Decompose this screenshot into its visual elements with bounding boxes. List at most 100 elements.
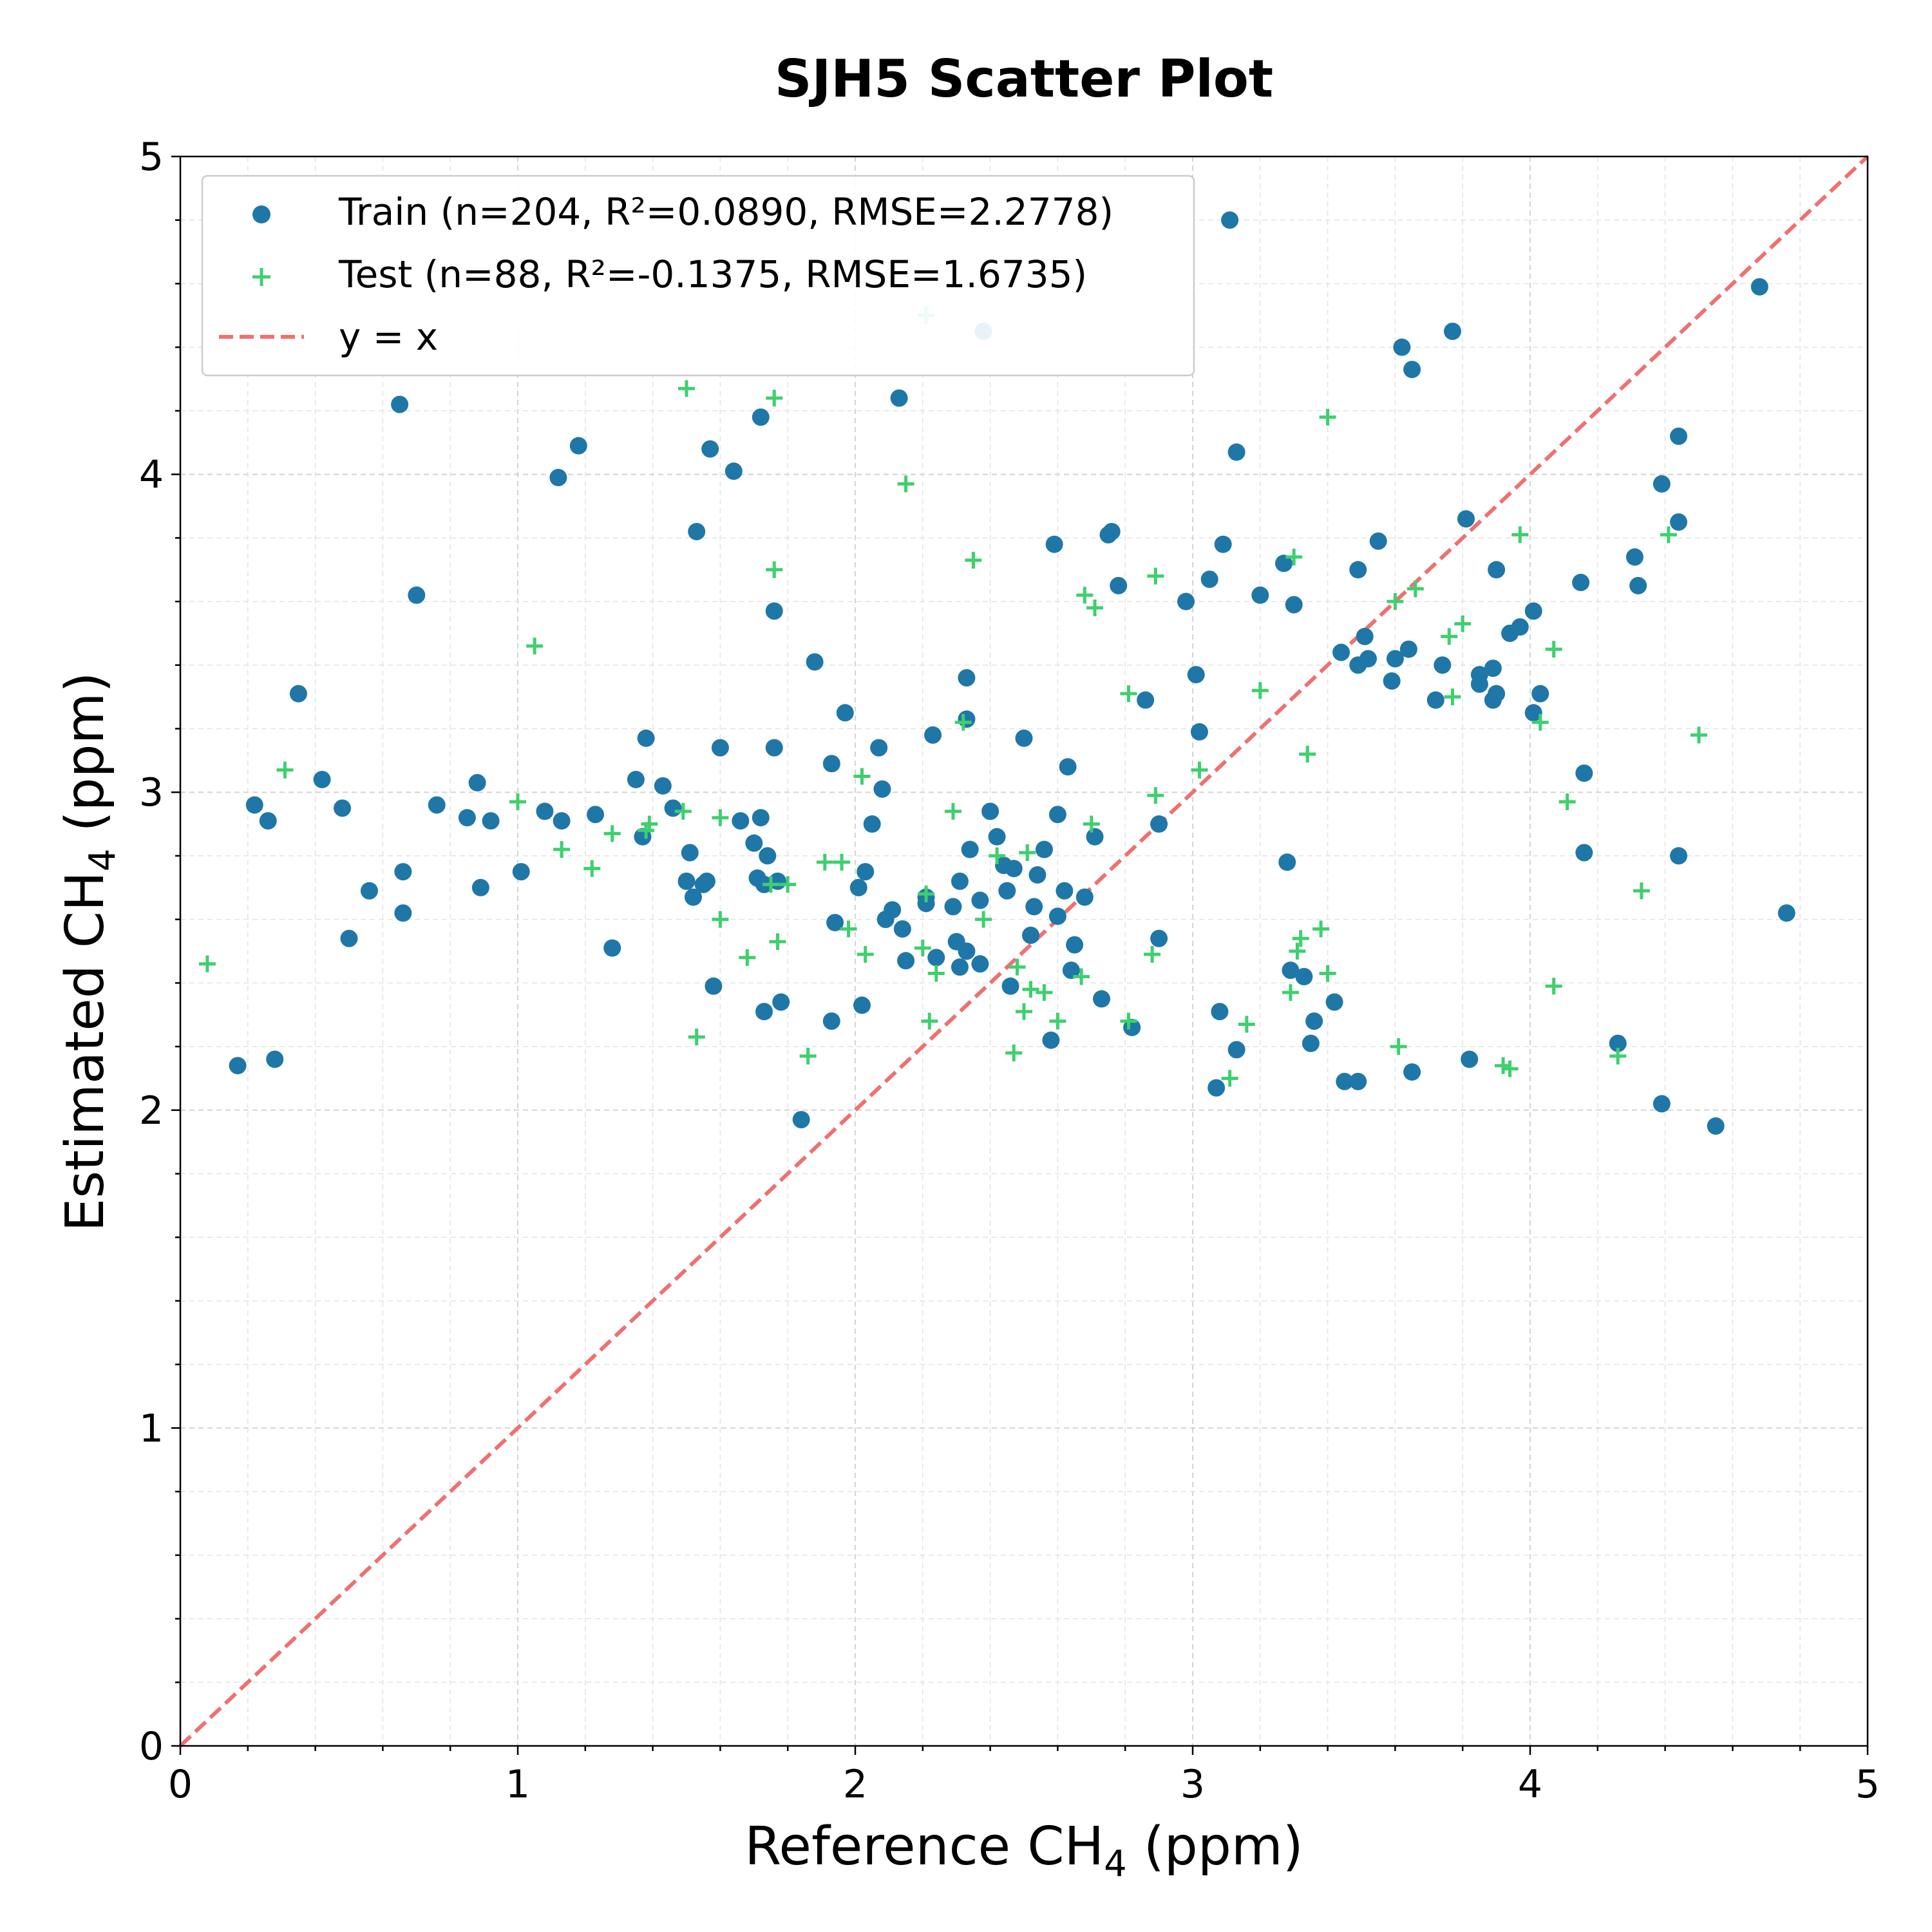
- test-point: [678, 380, 695, 397]
- test-point: [1531, 714, 1549, 731]
- test-point: [1545, 641, 1562, 658]
- test-point: [799, 1047, 817, 1065]
- test-point: [1289, 943, 1306, 960]
- train-point: [1035, 840, 1053, 858]
- train-point: [765, 602, 783, 620]
- train-point: [857, 863, 875, 881]
- test-point: [1285, 548, 1303, 565]
- train-point: [334, 799, 352, 817]
- train-point: [1302, 1034, 1320, 1052]
- train-point: [1001, 977, 1019, 995]
- test-point: [1191, 761, 1208, 779]
- train-point: [981, 802, 999, 820]
- train-point: [1325, 993, 1343, 1011]
- legend-test-label: Test (n=88, R²=-0.1375, RMSE=1.6735): [338, 252, 1087, 296]
- test-point: [1444, 688, 1461, 706]
- train-point: [1670, 847, 1688, 865]
- x-tick-label: 5: [1855, 1762, 1880, 1807]
- train-point: [289, 685, 307, 703]
- x-axis-label-main: Reference CH: [744, 1816, 1104, 1877]
- train-point: [890, 389, 908, 407]
- legend-identity-label: y = x: [339, 315, 438, 359]
- train-point: [1137, 691, 1155, 709]
- identity-line: [178, 155, 1870, 1748]
- train-point: [826, 914, 844, 932]
- y-tick-label: 5: [139, 135, 164, 180]
- train-point: [853, 996, 871, 1014]
- train-point: [971, 891, 989, 909]
- train-point: [1572, 573, 1590, 591]
- train-point: [927, 949, 945, 967]
- train-point: [732, 812, 750, 830]
- train-point: [752, 809, 770, 827]
- test-point: [603, 825, 621, 842]
- test-point: [553, 841, 571, 858]
- train-point: [958, 942, 976, 960]
- y-tick-label: 2: [139, 1088, 164, 1133]
- train-point: [394, 904, 412, 922]
- test-point: [1238, 1016, 1255, 1033]
- train-point: [1015, 729, 1033, 747]
- train-point: [1426, 691, 1444, 709]
- train-point: [1227, 443, 1245, 461]
- test-point: [1022, 981, 1039, 998]
- train-point: [917, 895, 935, 913]
- test-point: [921, 1012, 938, 1030]
- train-point: [1042, 1031, 1060, 1049]
- test-point: [1501, 1060, 1519, 1077]
- test-point: [853, 768, 871, 785]
- train-point: [836, 704, 854, 722]
- train-point: [1075, 888, 1094, 906]
- train-point: [458, 809, 476, 827]
- test-point: [762, 876, 779, 893]
- test-point: [1073, 968, 1090, 985]
- train-point: [1150, 815, 1168, 833]
- train-point: [1403, 361, 1421, 379]
- test-point: [1049, 1012, 1066, 1030]
- test-point: [954, 714, 972, 731]
- test-point: [914, 940, 931, 957]
- train-point: [1278, 853, 1296, 871]
- train-point: [1066, 936, 1084, 954]
- train-point: [1653, 1095, 1671, 1113]
- test-point: [779, 876, 797, 893]
- train-point: [961, 840, 979, 858]
- train-point: [1062, 961, 1080, 980]
- test-point: [198, 955, 216, 972]
- train-point: [637, 729, 655, 747]
- train-point: [1399, 640, 1417, 658]
- train-point: [697, 872, 715, 890]
- train-point: [1531, 685, 1549, 703]
- train-point: [752, 408, 770, 426]
- y-axis-label-main: Estimated CH: [55, 871, 116, 1231]
- train-point: [1403, 1063, 1421, 1081]
- train-point: [1190, 723, 1208, 741]
- train-point: [870, 739, 888, 757]
- train-point: [1021, 926, 1039, 944]
- test-point: [739, 949, 756, 966]
- train-point: [313, 770, 331, 788]
- test-point: [1319, 965, 1336, 982]
- train-point: [1670, 427, 1688, 445]
- train-point: [408, 586, 426, 604]
- test-point: [509, 793, 526, 811]
- test-point: [1690, 726, 1707, 744]
- test-point: [965, 551, 982, 569]
- test-point: [1086, 599, 1104, 616]
- test-point: [1083, 815, 1100, 833]
- test-point: [927, 965, 945, 982]
- identity-line-path: [178, 155, 1870, 1748]
- train-point: [1274, 554, 1293, 573]
- train-point: [1285, 596, 1303, 614]
- train-point: [958, 710, 976, 728]
- train-point: [1295, 967, 1313, 985]
- test-point: [1019, 844, 1036, 861]
- test-point: [897, 475, 914, 493]
- train-point: [701, 440, 719, 458]
- train-point: [1461, 1050, 1479, 1068]
- test-point: [1299, 745, 1316, 762]
- legend-test-marker: [252, 268, 270, 286]
- train-point: [998, 882, 1016, 900]
- train-point: [822, 1012, 840, 1030]
- train-point: [745, 834, 763, 852]
